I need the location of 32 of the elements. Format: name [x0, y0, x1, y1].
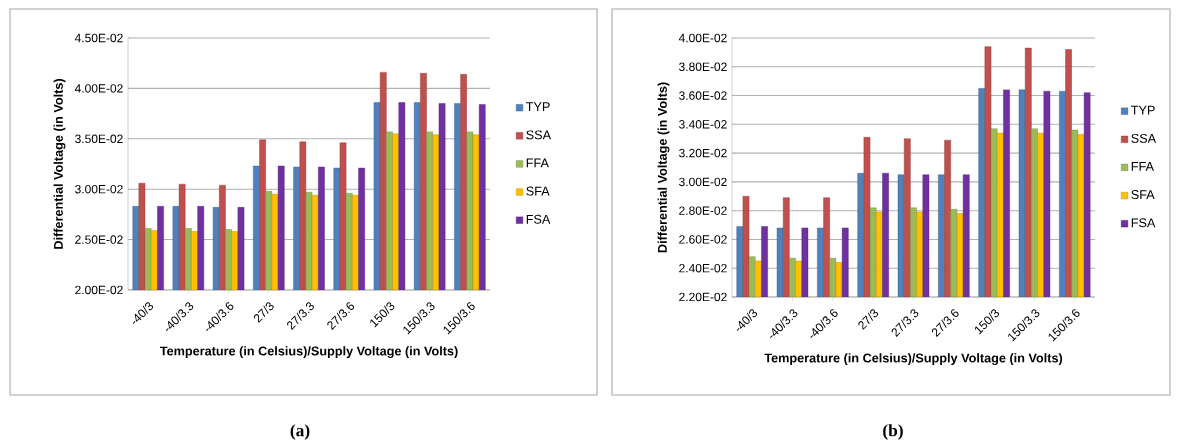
legend-label: FFA	[1131, 162, 1154, 171]
y-tick-label: 2.20E-02	[679, 292, 727, 302]
legend-label: TYP	[1131, 105, 1155, 115]
y-tick-label: 3.60E-02	[679, 91, 727, 100]
y-tick-label: 3.80E-02	[679, 62, 727, 72]
legend-label: SSA	[526, 130, 552, 140]
y-tick-label: 2.50E-02	[75, 235, 123, 244]
y-tick-label: 3.00E-02	[75, 184, 123, 194]
text: (a)	[290, 424, 310, 440]
y-tick-label: 4.00E-02	[678, 33, 727, 43]
y-tick-label: 3.20E-02	[679, 148, 727, 158]
legend-label: FSA	[526, 214, 551, 224]
y-tick-label: 4.00E-02	[74, 84, 123, 93]
y-tick-label: 4.50E-02	[74, 33, 123, 43]
y-tick-label: 3.00E-02	[679, 177, 727, 187]
y-axis-title: Differential Voltage (in Volts)	[657, 82, 670, 253]
y-tick-label: 2.00E-02	[75, 285, 123, 295]
legend-label: FFA	[526, 158, 549, 168]
legend-label: FSA	[1131, 218, 1156, 228]
y-tick-label: 3.50E-02	[75, 134, 123, 144]
y-tick-label: 3.40E-02	[679, 120, 727, 129]
y-axis-title: Differential Voltage (in Volts)	[53, 78, 66, 249]
x-axis-title: Temperature (in Celsius)/Supply Voltage (in Volts)	[764, 353, 1063, 366]
legend-label: SFA	[526, 186, 550, 196]
y-tick-label: 2.40E-02	[679, 263, 727, 273]
x-axis-title: Temperature (in Celsius)/Supply Voltage (in Volts)	[159, 346, 458, 359]
y-tick-label: 2.80E-02	[679, 206, 727, 215]
legend-label: TYP	[526, 102, 550, 112]
y-tick-label: 2.60E-02	[679, 235, 727, 244]
legend-label: SFA	[1131, 190, 1155, 200]
legend-label: SSA	[1131, 133, 1157, 143]
text: (b)	[883, 424, 903, 440]
